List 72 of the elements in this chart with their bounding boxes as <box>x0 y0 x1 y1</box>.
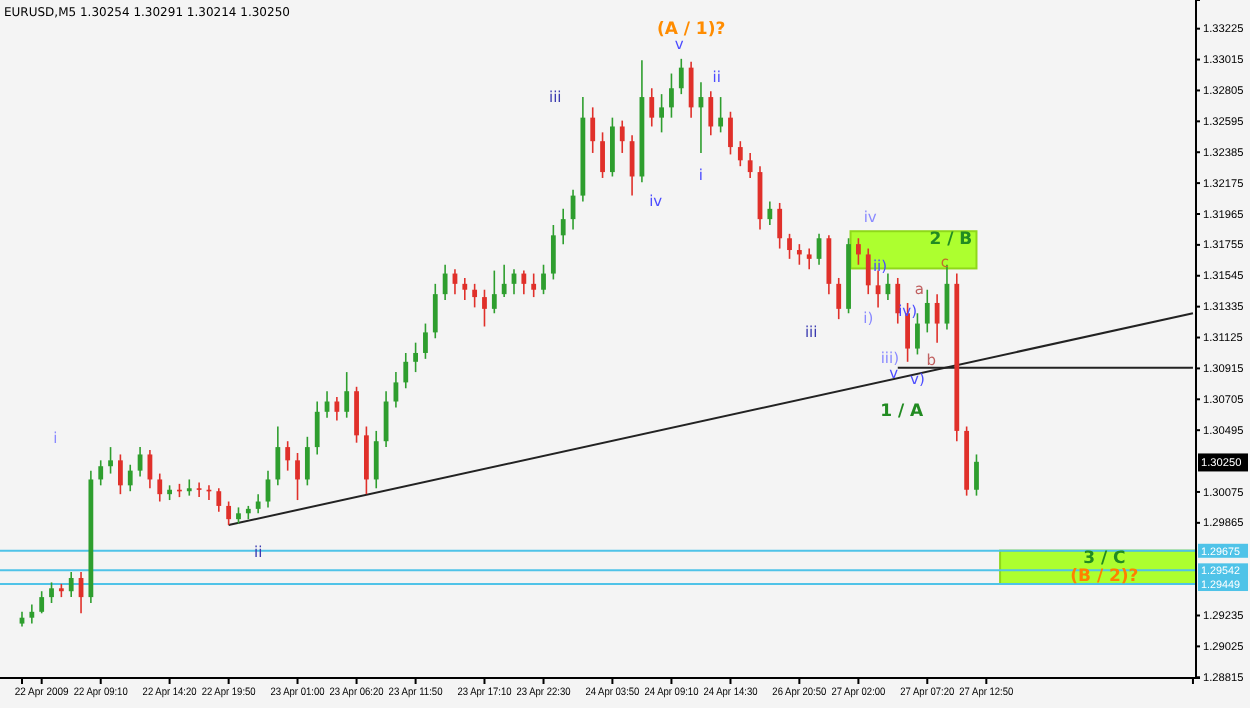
candlestick <box>98 459 104 487</box>
candlestick <box>226 500 232 526</box>
candlestick <box>550 224 556 281</box>
candlestick <box>442 263 448 301</box>
candlestick <box>836 277 842 320</box>
candlestick <box>29 603 35 625</box>
candlestick <box>728 110 733 156</box>
candlestick <box>49 581 54 604</box>
candlestick <box>118 453 123 495</box>
annotation: 1 / A <box>880 402 925 423</box>
candlestick <box>826 234 832 295</box>
candlestick <box>157 472 163 503</box>
candlestick <box>186 478 192 497</box>
candlestick <box>708 90 714 137</box>
candlestick <box>777 202 783 250</box>
candlestick <box>718 96 724 134</box>
candlestick <box>767 200 773 226</box>
candlestick <box>285 440 291 472</box>
candlestick <box>295 452 300 501</box>
candlestick <box>688 60 694 119</box>
candlestick <box>108 446 113 475</box>
candlestick <box>856 237 861 266</box>
candlestick <box>255 493 261 515</box>
candlestick <box>275 425 281 487</box>
candlestick <box>806 247 812 270</box>
candlestick <box>196 481 202 498</box>
candlestick <box>747 152 753 179</box>
annotation: 3 / C <box>1083 549 1126 570</box>
candlestick <box>423 322 428 360</box>
candlestick <box>560 208 566 245</box>
candlestick <box>541 263 546 295</box>
candlestick <box>974 453 979 497</box>
candlestick <box>304 436 310 487</box>
candlestick <box>39 590 45 615</box>
candlestick <box>482 288 487 328</box>
candlestick <box>334 396 340 422</box>
candlestick <box>590 106 596 154</box>
candlestick <box>501 263 507 298</box>
annotation: (B / 2)? <box>1070 566 1139 587</box>
candlestick <box>127 463 133 493</box>
candlestick <box>600 131 605 179</box>
candlestick <box>344 371 350 419</box>
annotation: 2 / B <box>929 229 973 250</box>
candlestick <box>915 312 920 356</box>
candlestick <box>895 277 901 325</box>
candlestick <box>659 93 664 134</box>
candlestick <box>619 119 625 154</box>
candlestick <box>678 58 684 95</box>
annotation: (A / 1)? <box>656 20 726 41</box>
candlestick <box>865 247 871 295</box>
candlestick <box>669 72 674 119</box>
candlestick <box>531 272 537 298</box>
candlestick <box>462 277 468 301</box>
candlestick <box>216 487 222 513</box>
candlestick <box>432 283 438 340</box>
candlestick <box>649 87 655 128</box>
candlestick <box>934 293 940 344</box>
candlestick <box>796 243 802 266</box>
candlestick <box>314 400 320 456</box>
candlestick <box>472 283 478 309</box>
candlestick <box>354 386 359 444</box>
candlestick <box>413 341 418 373</box>
candlestick <box>787 233 792 260</box>
candlestick <box>373 430 379 490</box>
candlestick <box>737 140 743 167</box>
candlestick <box>610 116 615 178</box>
candlestick <box>403 352 409 390</box>
candlestick <box>521 269 527 295</box>
candlestick <box>364 425 369 495</box>
candlestick <box>68 571 74 598</box>
candlestick <box>924 288 930 334</box>
candlestick <box>491 269 497 315</box>
